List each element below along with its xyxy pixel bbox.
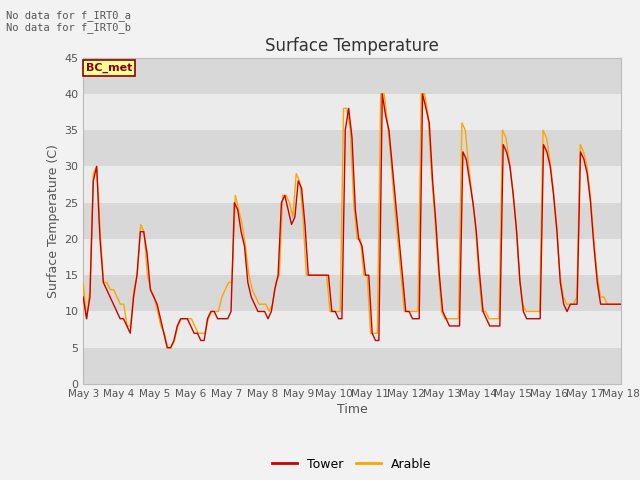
Bar	[83, 130, 621, 167]
Tower	[560, 301, 568, 307]
Text: BC_met: BC_met	[86, 63, 132, 73]
Line: Arable: Arable	[83, 94, 621, 348]
Tower	[617, 301, 625, 307]
Arable	[235, 207, 243, 213]
Tower	[230, 200, 238, 205]
Y-axis label: Surface Temperature (C): Surface Temperature (C)	[47, 144, 60, 298]
Arable	[164, 345, 172, 350]
Text: No data for f_IRT0_a
No data for f_IRT0_b: No data for f_IRT0_a No data for f_IRT0_…	[6, 10, 131, 33]
Legend: Tower, Arable: Tower, Arable	[268, 453, 436, 476]
X-axis label: Time: Time	[337, 403, 367, 416]
Line: Tower: Tower	[83, 94, 621, 348]
Tower	[378, 91, 386, 97]
Arable	[191, 323, 198, 329]
Arable	[383, 120, 391, 126]
Arable	[435, 265, 442, 271]
Arable	[525, 309, 533, 314]
Tower	[281, 192, 289, 198]
Tower	[163, 345, 171, 350]
Bar	[83, 275, 621, 312]
Title: Surface Temperature: Surface Temperature	[265, 36, 439, 55]
Bar	[83, 167, 621, 203]
Arable	[79, 279, 87, 285]
Bar	[83, 58, 621, 94]
Tower	[79, 294, 87, 300]
Tower	[533, 316, 541, 322]
Arable	[617, 301, 625, 307]
Tower	[261, 309, 269, 314]
Arable	[377, 91, 385, 97]
Bar	[83, 203, 621, 239]
Bar	[83, 312, 621, 348]
Bar	[83, 239, 621, 275]
Bar	[83, 348, 621, 384]
Bar	[83, 94, 621, 130]
Tower	[596, 301, 604, 307]
Arable	[596, 294, 604, 300]
